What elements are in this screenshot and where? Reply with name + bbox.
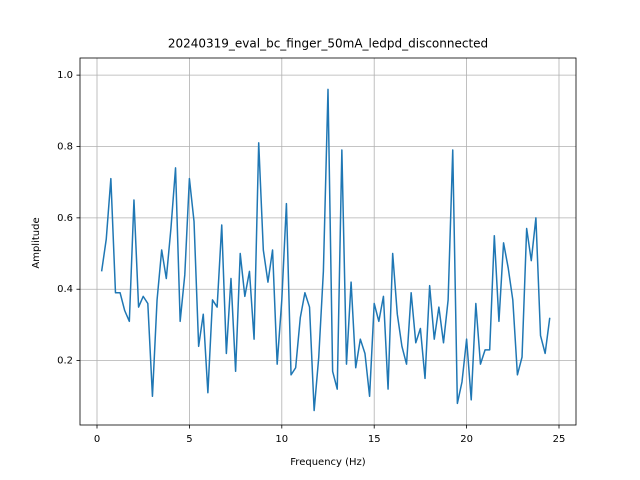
y-tick-label: 1.0 [57, 70, 73, 81]
x-axis-label: Frequency (Hz) [290, 457, 366, 468]
plot-frame [79, 57, 577, 426]
x-tick-label: 0 [94, 434, 100, 445]
x-tick-label: 10 [275, 434, 288, 445]
y-tick-label: 0.8 [57, 141, 73, 152]
y-tick-label: 0.4 [57, 284, 73, 295]
x-tick-label: 25 [553, 434, 566, 445]
data-line [100, 88, 551, 412]
y-axis-label: Amplitude [31, 217, 42, 268]
x-tick-label: 15 [368, 434, 381, 445]
x-tick-label: 5 [186, 434, 192, 445]
x-tick-label: 20 [460, 434, 473, 445]
y-tick-label: 0.6 [57, 213, 73, 224]
y-tick-label: 0.2 [57, 356, 73, 367]
chart-title: 20240319_eval_bc_finger_50mA_ledpd_disco… [168, 37, 488, 51]
